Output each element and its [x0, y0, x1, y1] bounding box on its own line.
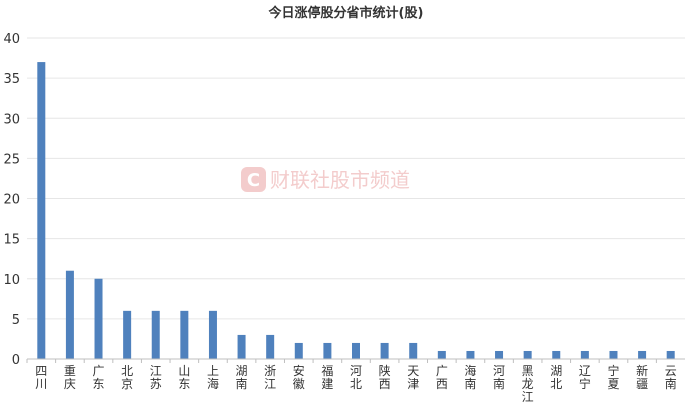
- bar-10: [323, 342, 332, 359]
- x-tick-label: 北京: [121, 364, 133, 391]
- bars: [37, 62, 675, 359]
- x-tick-label: 安徽: [293, 363, 305, 391]
- x-tick-label: 江苏: [150, 364, 162, 391]
- bar-2: [94, 278, 103, 359]
- x-tick-label: 新疆: [636, 363, 648, 391]
- x-tick-label: 辽宁: [579, 364, 591, 391]
- bar-4: [151, 310, 160, 359]
- gridlines: [27, 37, 685, 320]
- y-tick-label: 0: [12, 353, 20, 368]
- watermark-text: 财联社股市频道: [270, 168, 410, 192]
- bar-15: [466, 350, 475, 359]
- bar-21: [638, 350, 647, 359]
- bar-19: [580, 350, 589, 359]
- x-tick-label: 福建: [321, 363, 333, 391]
- x-tick-label: 浙江: [264, 364, 276, 391]
- bar-9: [294, 342, 303, 359]
- x-tick-label: 海南: [464, 363, 476, 391]
- bar-16: [495, 350, 504, 359]
- x-tick-label: 山东: [178, 364, 190, 391]
- chart-title: 今日涨停股分省市统计(股): [268, 5, 424, 21]
- x-tick-label: 宁夏: [607, 363, 619, 391]
- x-tick-label: 上海: [207, 364, 219, 391]
- bar-14: [437, 350, 446, 359]
- y-tick-label: 30: [3, 112, 20, 127]
- bar-1: [65, 270, 74, 359]
- x-tick-label: 湖南: [236, 363, 248, 391]
- y-tick-label: 35: [3, 72, 20, 87]
- x-tick-label: 四川: [35, 364, 47, 391]
- bar-12: [380, 342, 389, 359]
- bar-6: [208, 310, 217, 359]
- bar-8: [266, 334, 275, 359]
- x-tick-label: 广西: [436, 364, 448, 391]
- y-axis: 0 5 10 15 20 25 30 35 40: [3, 32, 20, 368]
- x-tick-label: 湖北: [550, 363, 562, 391]
- bar-20: [609, 350, 618, 359]
- bar-18: [552, 350, 561, 359]
- x-tick-label: 广东: [93, 364, 105, 391]
- bar-0: [37, 62, 46, 359]
- bar-5: [180, 310, 189, 359]
- x-tick-label: 河北: [350, 364, 362, 391]
- y-tick-label: 20: [3, 193, 20, 208]
- bar-13: [409, 342, 418, 359]
- watermark-logo-icon: [241, 167, 266, 192]
- x-tick-label: 重庆: [64, 364, 76, 391]
- x-tick-label: 河南: [493, 364, 505, 391]
- watermark: C 财联社股市频道: [241, 167, 410, 192]
- x-tick-label: 黑龙江: [522, 364, 534, 404]
- bar-22: [666, 350, 675, 359]
- bar-17: [523, 350, 532, 359]
- x-tick-label: 陕西: [379, 363, 391, 391]
- bar-7: [237, 334, 246, 359]
- x-tick-label: 天津: [407, 364, 419, 391]
- watermark-logo-letter: C: [247, 170, 260, 191]
- y-tick-label: 10: [3, 273, 20, 288]
- bar-11: [352, 342, 360, 359]
- x-tick-label: 云南: [665, 364, 677, 391]
- y-tick-label: 25: [3, 152, 20, 167]
- y-tick-label: 5: [12, 313, 20, 328]
- y-tick-label: 15: [3, 233, 20, 248]
- bar-3: [123, 310, 132, 359]
- y-tick-label: 40: [3, 32, 20, 47]
